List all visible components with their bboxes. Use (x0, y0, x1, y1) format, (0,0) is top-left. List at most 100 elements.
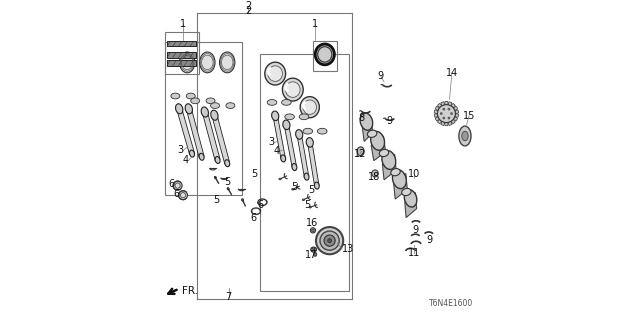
Ellipse shape (191, 98, 200, 104)
Text: 16: 16 (306, 218, 318, 228)
Text: 7: 7 (226, 292, 232, 302)
Polygon shape (438, 103, 442, 108)
Text: 14: 14 (445, 68, 458, 78)
Text: 6: 6 (168, 179, 175, 189)
Ellipse shape (173, 181, 182, 190)
Text: 9: 9 (387, 116, 392, 126)
Ellipse shape (306, 138, 314, 147)
Ellipse shape (440, 113, 442, 115)
Polygon shape (297, 134, 308, 177)
Text: T6N4E1600: T6N4E1600 (429, 299, 474, 308)
Ellipse shape (304, 173, 309, 180)
Ellipse shape (179, 52, 195, 73)
Ellipse shape (296, 130, 303, 139)
Polygon shape (445, 123, 448, 126)
Polygon shape (441, 102, 445, 106)
Polygon shape (186, 108, 204, 157)
Polygon shape (362, 117, 372, 141)
Polygon shape (177, 108, 195, 154)
Polygon shape (445, 101, 448, 105)
Polygon shape (394, 173, 408, 199)
Ellipse shape (315, 44, 335, 65)
Ellipse shape (227, 188, 229, 190)
Bar (167, 41, 196, 46)
Polygon shape (273, 116, 285, 159)
Text: 5: 5 (252, 169, 257, 180)
Ellipse shape (285, 114, 294, 120)
Ellipse shape (189, 150, 195, 157)
Ellipse shape (462, 131, 468, 141)
Polygon shape (451, 103, 455, 108)
Polygon shape (451, 119, 455, 124)
Ellipse shape (402, 188, 411, 196)
Ellipse shape (312, 229, 314, 232)
Text: 9: 9 (427, 235, 433, 245)
Ellipse shape (314, 182, 319, 189)
Text: 10: 10 (408, 169, 420, 180)
Ellipse shape (281, 155, 285, 162)
Ellipse shape (451, 113, 452, 115)
Ellipse shape (328, 239, 332, 243)
Text: 3: 3 (268, 137, 275, 148)
Polygon shape (441, 121, 445, 125)
Ellipse shape (300, 114, 309, 120)
Polygon shape (284, 124, 296, 167)
Ellipse shape (404, 190, 417, 207)
Ellipse shape (380, 149, 388, 156)
Ellipse shape (310, 228, 316, 233)
Text: 15: 15 (463, 111, 476, 121)
Ellipse shape (215, 156, 220, 164)
Ellipse shape (372, 170, 378, 177)
Text: FR.: FR. (182, 286, 198, 296)
Ellipse shape (367, 130, 377, 137)
Ellipse shape (392, 170, 406, 188)
Ellipse shape (317, 128, 327, 134)
Text: 1: 1 (312, 19, 318, 29)
Ellipse shape (300, 97, 319, 118)
Polygon shape (453, 106, 458, 110)
Ellipse shape (271, 111, 279, 121)
Ellipse shape (282, 78, 303, 101)
Ellipse shape (171, 93, 180, 99)
Ellipse shape (448, 108, 450, 110)
Ellipse shape (357, 147, 364, 156)
Text: 5: 5 (224, 177, 230, 188)
Ellipse shape (371, 132, 385, 150)
Ellipse shape (443, 108, 445, 110)
Ellipse shape (443, 117, 445, 119)
Polygon shape (435, 106, 440, 110)
Text: 5: 5 (291, 182, 298, 192)
Ellipse shape (317, 47, 332, 62)
Bar (165, 32, 198, 74)
Ellipse shape (200, 52, 215, 73)
Polygon shape (405, 193, 417, 218)
Polygon shape (448, 121, 452, 125)
Text: 9: 9 (378, 71, 384, 81)
Polygon shape (455, 110, 458, 114)
Text: 17: 17 (305, 250, 317, 260)
Polygon shape (383, 154, 396, 180)
Bar (167, 60, 196, 66)
Ellipse shape (292, 188, 294, 190)
Text: 2: 2 (245, 5, 251, 16)
Ellipse shape (459, 126, 471, 146)
Text: 4: 4 (182, 155, 189, 165)
Text: 5: 5 (304, 200, 310, 210)
Ellipse shape (211, 103, 220, 108)
Text: 11: 11 (408, 248, 420, 258)
Ellipse shape (199, 153, 204, 160)
Polygon shape (202, 111, 220, 161)
Ellipse shape (186, 93, 195, 99)
Text: 4: 4 (274, 146, 280, 156)
Text: 9: 9 (412, 225, 419, 235)
Ellipse shape (180, 193, 186, 198)
Ellipse shape (311, 247, 317, 252)
Ellipse shape (303, 100, 317, 114)
Polygon shape (448, 102, 452, 106)
Ellipse shape (303, 128, 313, 134)
Ellipse shape (285, 82, 300, 97)
Ellipse shape (265, 62, 285, 85)
Ellipse shape (179, 191, 188, 200)
Ellipse shape (225, 160, 230, 167)
Polygon shape (438, 119, 442, 124)
